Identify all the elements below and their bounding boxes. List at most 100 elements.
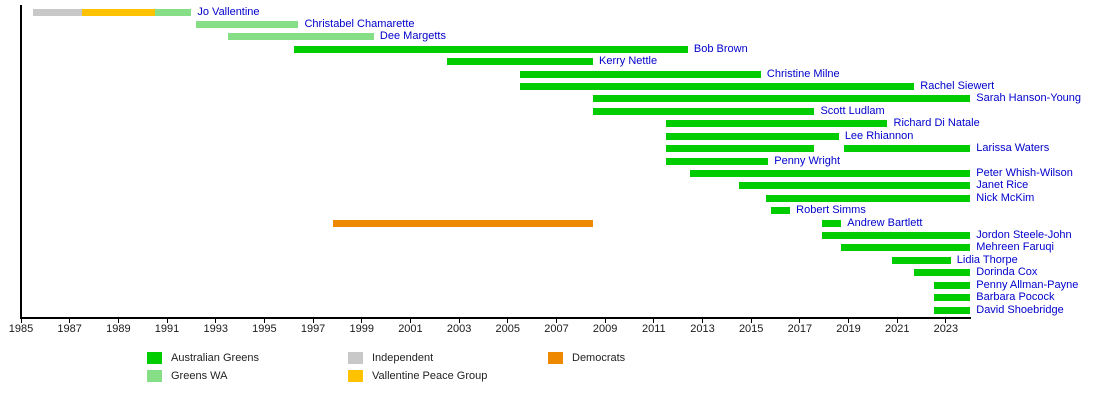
tick-label: 2009 <box>592 323 618 335</box>
axis-tick <box>263 318 265 323</box>
axis-tick <box>117 318 119 323</box>
timeline-bar <box>841 244 971 252</box>
senator-label: Christine Milne <box>766 67 840 80</box>
timeline-bar <box>154 8 192 16</box>
tick-label: 2017 <box>787 323 813 335</box>
tick-label: 2003 <box>446 323 472 335</box>
senator-label: Mehreen Faruqi <box>976 241 1054 254</box>
tick-label: 2019 <box>836 323 861 335</box>
legend-swatch-greens_wa <box>147 370 162 382</box>
timeline-bar <box>821 219 842 227</box>
senator-label: Lidia Thorpe <box>956 253 1018 266</box>
axis-tick <box>312 318 314 323</box>
senator-label: Peter Whish-Wilson <box>976 166 1073 179</box>
timeline-bar <box>519 83 915 91</box>
timeline-bar <box>765 194 971 202</box>
timeline-bar <box>666 157 769 165</box>
tick-label: 2021 <box>884 323 910 335</box>
timeline-bar <box>892 256 951 264</box>
axis-tick <box>750 318 752 323</box>
timeline-bar <box>519 70 761 78</box>
timeline-bar <box>592 95 971 103</box>
timeline-bar <box>592 107 815 115</box>
timeline-bar <box>690 169 971 177</box>
timeline-bar <box>196 20 299 28</box>
y-axis-line <box>20 5 22 318</box>
tick-label: 1999 <box>349 323 374 335</box>
axis-tick <box>69 318 71 323</box>
legend-swatch-independent <box>348 352 363 364</box>
timeline-bar <box>446 58 593 66</box>
senator-label: Lee Rhiannon <box>844 129 914 142</box>
tick-label: 1989 <box>106 323 131 335</box>
axis-tick <box>409 318 411 323</box>
legend-label-democrats: Democrats <box>572 352 626 364</box>
timeline-bar <box>770 207 791 215</box>
axis-tick <box>896 318 898 323</box>
senator-label: Bob Brown <box>693 42 748 55</box>
senator-label: Dee Margetts <box>379 30 446 43</box>
timeline-bar <box>666 145 815 153</box>
timeline-bar <box>914 269 971 277</box>
senator-label: Rachel Siewert <box>920 80 995 93</box>
axis-tick <box>945 318 947 323</box>
senator-label: Larissa Waters <box>976 142 1050 155</box>
tick-label: 2011 <box>642 323 666 335</box>
legend-label-australian_greens: Australian Greens <box>171 352 260 364</box>
senator-label: Christabel Chamarette <box>304 17 415 30</box>
senator-label: Sarah Hanson-Young <box>976 92 1082 105</box>
senator-label: Jordon Steele-John <box>976 229 1072 242</box>
timeline-bar <box>739 182 971 190</box>
tick-label: 2015 <box>738 323 764 335</box>
legend-label-vallentine_peace_group: Vallentine Peace Group <box>372 370 488 382</box>
tick-label: 1995 <box>252 323 277 335</box>
axis-tick <box>653 318 655 323</box>
axis-tick <box>458 318 460 323</box>
axis-tick <box>848 318 850 323</box>
tick-label: 1997 <box>300 323 326 335</box>
legend-swatch-democrats <box>548 352 563 364</box>
axis-tick <box>215 318 217 323</box>
timeline-bar <box>843 145 971 153</box>
senator-label: Robert Simms <box>796 204 866 217</box>
senator-label: David Shoebridge <box>976 303 1064 316</box>
senator-label: Penny Wright <box>774 154 841 167</box>
axis-tick <box>604 318 606 323</box>
senator-label: Barbara Pocock <box>976 291 1055 304</box>
senator-label: Scott Ludlam <box>820 104 885 117</box>
axis-tick <box>166 318 168 323</box>
tick-label: 1991 <box>154 323 180 335</box>
tick-label: 1987 <box>57 323 82 335</box>
senator-label: Kerry Nettle <box>598 55 658 68</box>
legend-swatch-vallentine_peace_group <box>348 370 363 382</box>
legend-label-independent: Independent <box>372 352 434 364</box>
tick-label: 2023 <box>933 323 959 335</box>
senator-label: Penny Allman-Payne <box>976 278 1079 291</box>
axis-tick <box>702 318 704 323</box>
timeline-bar <box>666 120 888 128</box>
tick-label: 2001 <box>398 323 423 335</box>
tick-label: 1993 <box>203 323 228 335</box>
axis-tick <box>20 318 22 323</box>
senator-label: Janet Rice <box>976 179 1029 192</box>
axis-tick <box>361 318 363 323</box>
senator-label: Andrew Bartlett <box>847 216 923 229</box>
timeline-bar <box>821 232 971 240</box>
timeline-bar <box>33 8 82 16</box>
timeline-bar <box>81 8 155 16</box>
x-axis-line <box>20 317 972 319</box>
legend-swatch-australian_greens <box>147 352 162 364</box>
axis-tick <box>507 318 509 323</box>
senator-label: Dorinda Cox <box>976 266 1038 279</box>
tick-label: 1985 <box>8 323 34 335</box>
timeline-bar <box>293 45 688 53</box>
timeline-bar <box>933 294 971 302</box>
tick-label: 2005 <box>495 323 521 335</box>
legend-label-greens_wa: Greens WA <box>171 370 228 382</box>
axis-tick <box>555 318 557 323</box>
tick-label: 2007 <box>544 323 569 335</box>
timeline-bar <box>933 306 971 314</box>
axis-tick <box>799 318 801 323</box>
timeline-bar <box>332 219 593 227</box>
